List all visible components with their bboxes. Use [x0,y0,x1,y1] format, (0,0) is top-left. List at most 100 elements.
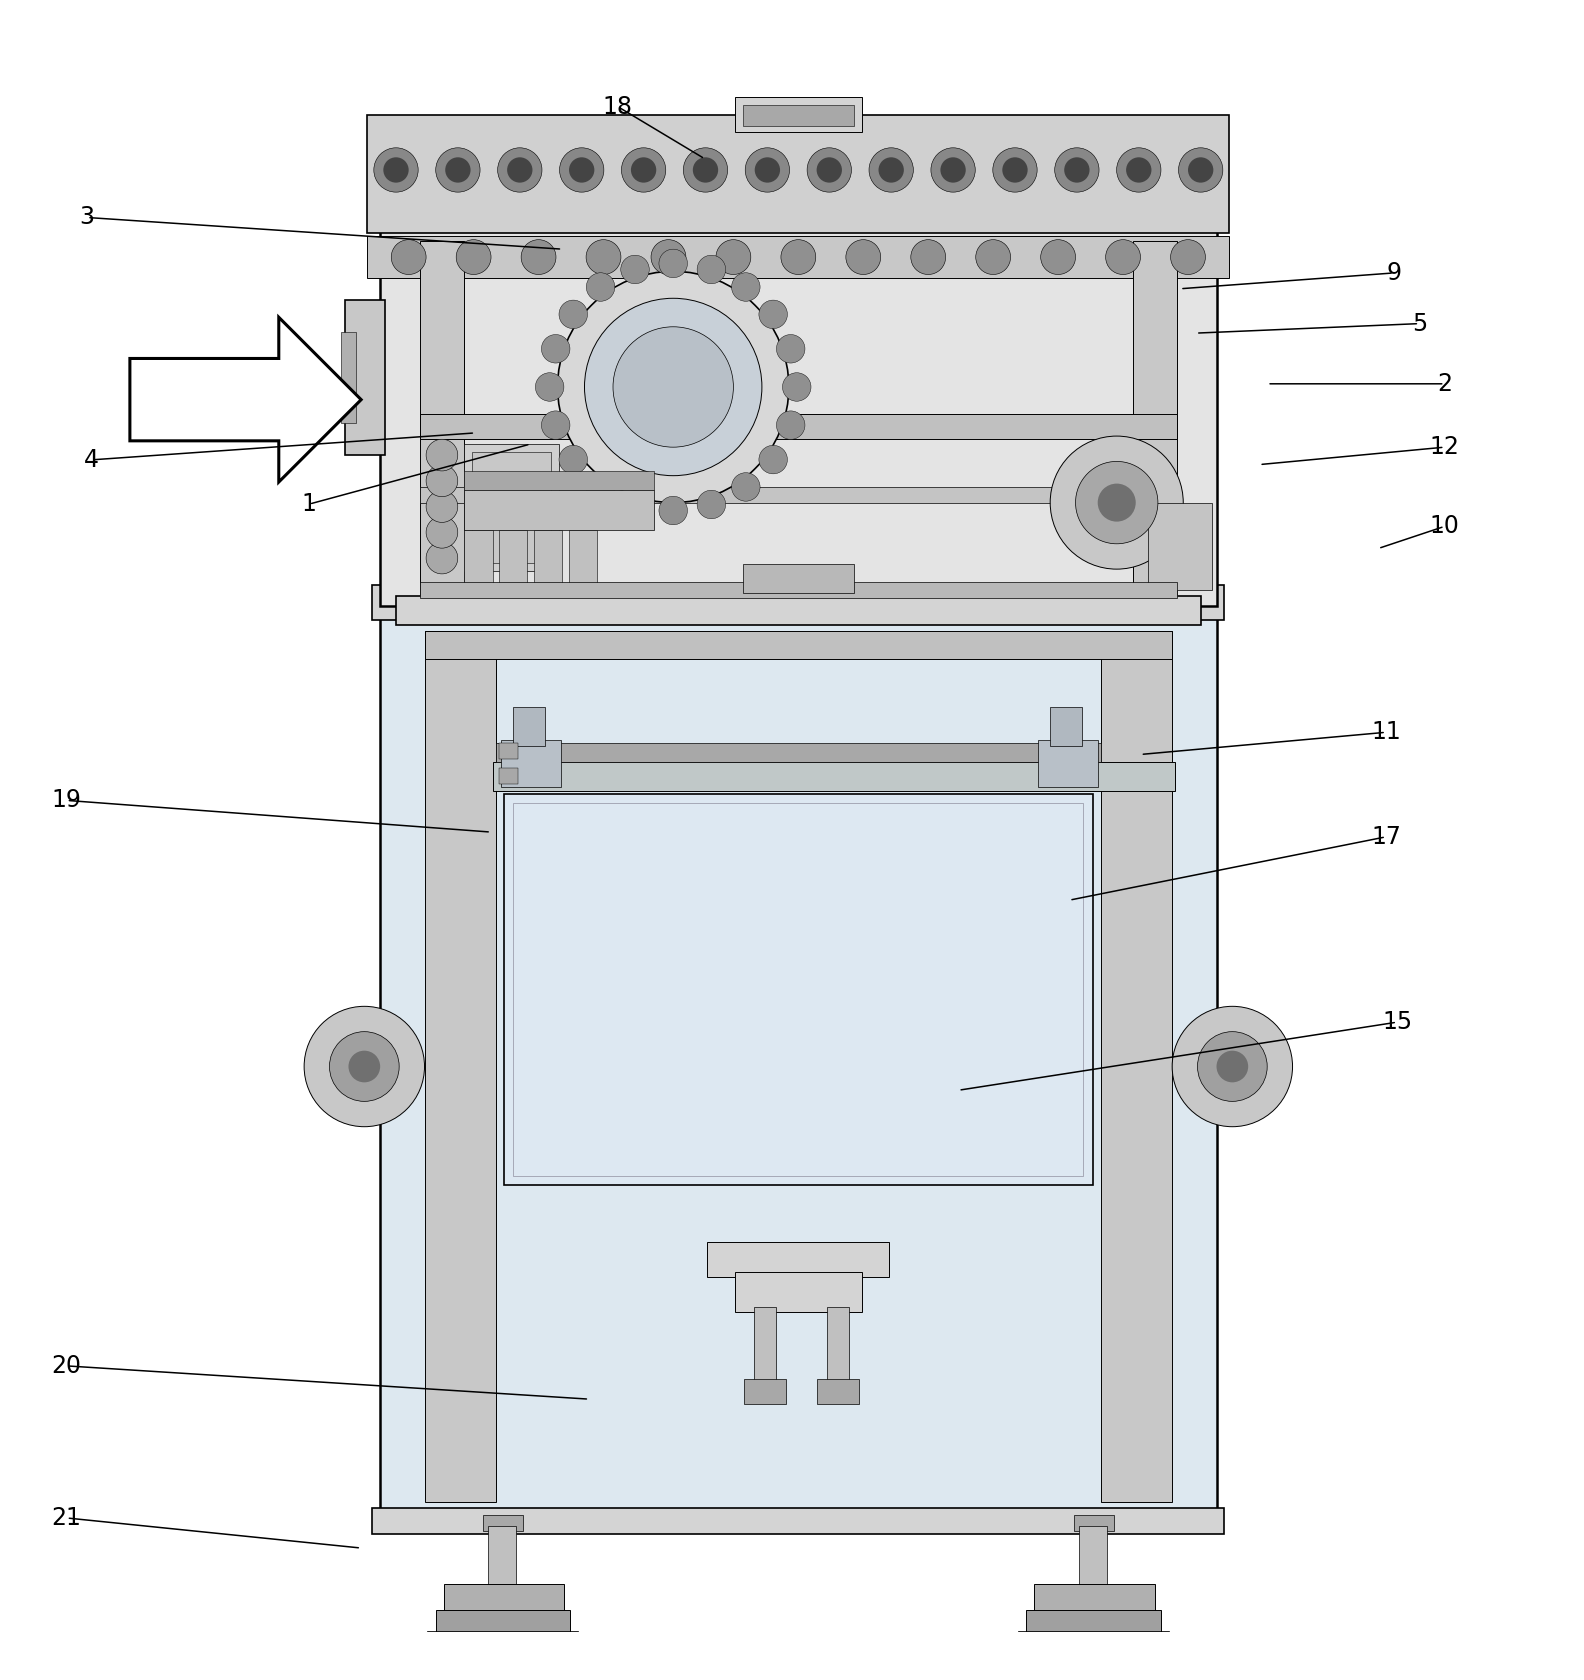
Circle shape [1188,158,1213,183]
Text: 5: 5 [1411,311,1427,336]
Bar [744,1379,786,1404]
Circle shape [558,272,789,502]
Text: 10: 10 [1430,514,1459,538]
Circle shape [732,272,760,301]
Circle shape [559,148,604,192]
Circle shape [621,148,665,192]
Circle shape [445,158,470,183]
Circle shape [586,240,621,274]
Bar [436,1609,570,1638]
Circle shape [683,148,727,192]
Circle shape [621,491,649,519]
Circle shape [426,465,458,497]
Circle shape [976,240,1011,274]
Bar [464,491,654,529]
Bar [425,632,496,1502]
Bar [464,470,654,491]
Circle shape [1117,148,1161,192]
Bar [496,743,1101,763]
Circle shape [776,412,805,440]
Bar [743,106,854,126]
Circle shape [846,240,881,274]
Circle shape [782,373,811,402]
Circle shape [732,472,760,501]
Bar [483,1515,523,1530]
Circle shape [697,255,725,284]
Circle shape [507,158,532,183]
Circle shape [1041,240,1076,274]
Bar [493,763,1175,791]
Circle shape [744,148,789,192]
Bar [1038,739,1098,788]
Bar [396,596,1201,625]
Bar [488,1525,516,1604]
Circle shape [348,1050,380,1082]
Bar [464,444,559,571]
Bar [420,413,1177,438]
Bar [341,331,356,423]
Bar [499,768,518,785]
Bar [1079,1525,1107,1604]
Bar [367,114,1229,234]
Circle shape [304,1006,425,1127]
Bar [420,487,1177,502]
Bar [464,529,493,590]
Bar [420,242,464,598]
Circle shape [586,272,615,301]
Text: 1: 1 [301,492,317,516]
Circle shape [808,148,852,192]
Circle shape [426,543,458,575]
Circle shape [630,158,656,183]
Text: 2: 2 [1437,371,1453,396]
Bar [1133,242,1177,598]
Bar [1050,707,1082,746]
Circle shape [776,334,805,363]
Circle shape [1098,484,1136,521]
Bar [499,529,527,590]
Bar [1210,1087,1255,1105]
Bar [428,1631,578,1667]
Bar [1101,632,1172,1502]
Bar [754,1307,776,1394]
Circle shape [521,240,556,274]
Circle shape [931,148,976,192]
Circle shape [993,148,1038,192]
Circle shape [613,328,733,447]
Circle shape [1106,240,1140,274]
Circle shape [1076,462,1158,544]
Bar [504,793,1093,1186]
Bar [735,97,862,133]
Circle shape [870,148,914,192]
Circle shape [781,240,816,274]
Bar [1026,1609,1161,1638]
Bar [1148,502,1212,590]
Bar [827,1307,849,1394]
Text: 9: 9 [1386,260,1402,286]
Text: 21: 21 [52,1505,81,1530]
Text: 20: 20 [52,1354,81,1378]
Bar [534,529,562,590]
Circle shape [879,158,904,183]
Circle shape [383,158,409,183]
Bar [420,581,1177,598]
Circle shape [1178,148,1223,192]
Text: 19: 19 [52,788,81,813]
Bar [367,237,1229,277]
Bar [735,1272,862,1312]
Polygon shape [130,318,361,482]
Circle shape [759,301,787,329]
Text: 12: 12 [1430,435,1459,459]
Circle shape [941,158,966,183]
Circle shape [697,491,725,519]
Circle shape [436,148,480,192]
Circle shape [911,240,946,274]
Circle shape [426,516,458,548]
Circle shape [586,472,615,501]
Circle shape [754,158,779,183]
Circle shape [456,240,491,274]
Circle shape [391,240,426,274]
Circle shape [1217,1050,1248,1082]
Bar [1074,1515,1114,1530]
Bar [472,452,551,563]
Text: 3: 3 [79,205,95,230]
